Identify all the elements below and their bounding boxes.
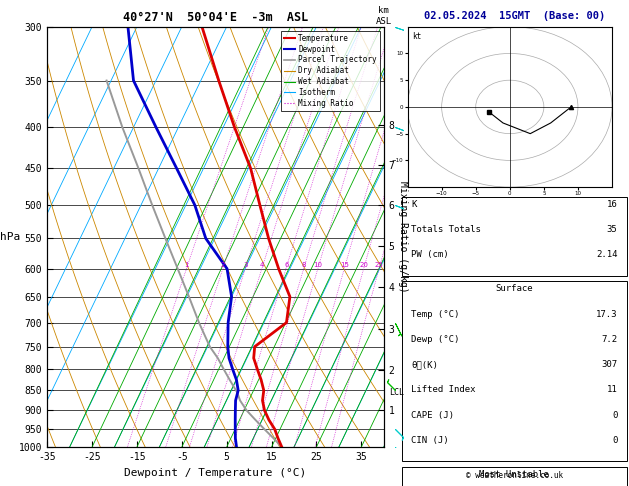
Y-axis label: hPa: hPa [1,232,21,242]
Bar [402,467,626,486]
Text: 20: 20 [360,261,369,268]
Text: km
ASL: km ASL [376,6,392,26]
Text: 02.05.2024  15GMT  (Base: 00): 02.05.2024 15GMT (Base: 00) [423,11,605,21]
Text: 307: 307 [601,360,618,369]
Text: 16: 16 [607,200,618,209]
Text: Most Unstable: Most Unstable [479,470,549,479]
Bar [402,281,626,461]
Text: LCL: LCL [389,388,404,397]
Text: Totals Totals: Totals Totals [411,225,481,234]
Text: K: K [411,200,416,209]
Text: 35: 35 [607,225,618,234]
Title: 40°27'N  50°04'E  -3m  ASL: 40°27'N 50°04'E -3m ASL [123,11,308,24]
Text: 8: 8 [302,261,306,268]
Text: 2.14: 2.14 [596,250,618,260]
Text: 0: 0 [612,411,618,420]
Text: 7.2: 7.2 [601,335,618,344]
Text: 10: 10 [314,261,323,268]
Legend: Temperature, Dewpoint, Parcel Trajectory, Dry Adiabat, Wet Adiabat, Isotherm, Mi: Temperature, Dewpoint, Parcel Trajectory… [281,31,380,111]
Text: © weatheronline.co.uk: © weatheronline.co.uk [465,471,563,480]
Text: Lifted Index: Lifted Index [411,385,476,395]
Text: 17.3: 17.3 [596,310,618,319]
Text: 6: 6 [284,261,289,268]
Text: 3: 3 [243,261,248,268]
Text: CAPE (J): CAPE (J) [411,411,454,420]
Text: 0: 0 [612,436,618,445]
Text: Dewp (°C): Dewp (°C) [411,335,459,344]
X-axis label: Dewpoint / Temperature (°C): Dewpoint / Temperature (°C) [125,468,306,478]
Text: Surface: Surface [496,284,533,294]
Text: Temp (°C): Temp (°C) [411,310,459,319]
Text: 2: 2 [221,261,225,268]
Text: kt: kt [412,32,421,40]
Text: 4: 4 [260,261,264,268]
Text: 1: 1 [184,261,189,268]
Text: 25: 25 [375,261,384,268]
Text: 15: 15 [340,261,349,268]
Text: 11: 11 [607,385,618,395]
Text: CIN (J): CIN (J) [411,436,448,445]
Text: θᴄ(K): θᴄ(K) [411,360,438,369]
Y-axis label: Mixing Ratio (g/kg): Mixing Ratio (g/kg) [398,181,408,293]
Bar [402,197,626,276]
Text: PW (cm): PW (cm) [411,250,448,260]
